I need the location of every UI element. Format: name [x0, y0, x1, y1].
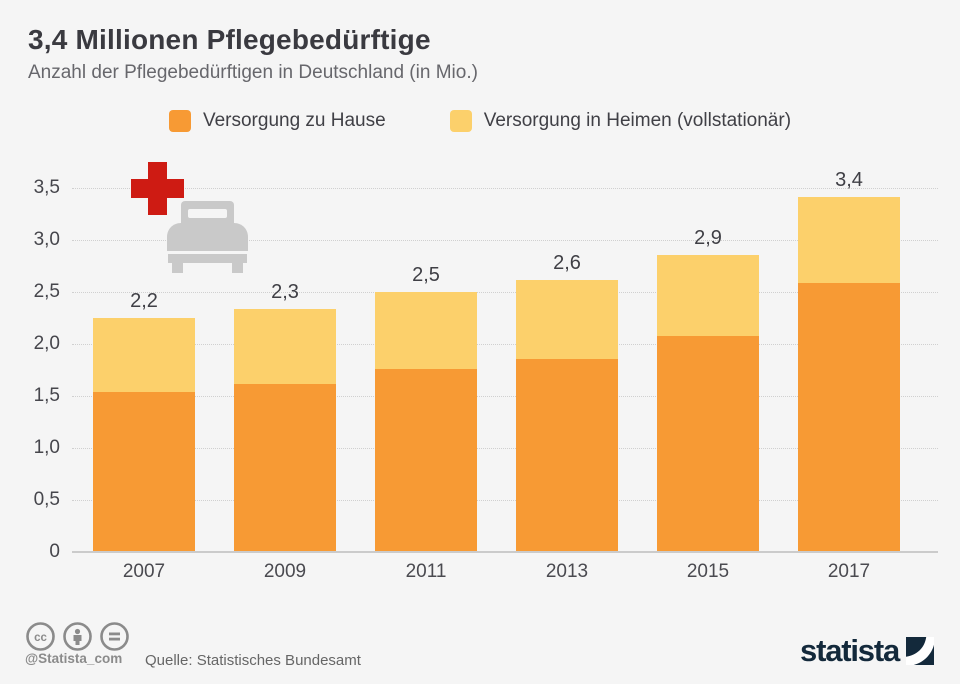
cc-license-icons: cc [26, 622, 129, 651]
x-tick-label-2011: 2011 [405, 561, 447, 582]
y-tick-label-0,5: 0,5 [33, 489, 60, 510]
red-cross-icon [131, 162, 184, 215]
y-tick-label-2,0: 2,0 [33, 333, 60, 354]
x-tick-label-2013: 2013 [545, 561, 589, 582]
statista-logo-text: statista [800, 633, 900, 668]
statista-handle: @Statista_com [25, 651, 123, 666]
legend-item-0: Versorgung zu Hause [168, 110, 386, 132]
bar-2017-home-segment [798, 282, 900, 552]
x-axis-line [72, 551, 938, 553]
x-tick-label-2007: 2007 [122, 561, 166, 582]
y-tick-label-2,5: 2,5 [33, 281, 60, 302]
page-title: 3,4 Millionen Pflegebedürftige [28, 24, 431, 55]
total-label-2007: 2,2 [130, 290, 158, 312]
gridline-3,5 [72, 188, 938, 189]
bar-2017-heim-segment [798, 197, 900, 283]
gridline-1,5 [72, 396, 938, 397]
y-tick-label-3,0: 3,0 [33, 229, 60, 250]
red-cross-horizontal-bar [131, 179, 184, 198]
bed-icon [167, 201, 248, 273]
svg-text:cc: cc [34, 632, 47, 644]
cc-icon: cc [26, 622, 55, 651]
legend-swatch-1 [449, 110, 472, 132]
bar-2011-home-segment [375, 368, 477, 552]
bar-2015-home-segment [657, 335, 759, 552]
total-label-2015: 2,9 [694, 226, 722, 249]
gridline-1,0 [72, 448, 938, 449]
bar-2011-heim-segment [375, 292, 477, 369]
cc-nd-icon [100, 622, 129, 651]
legend-swatch-0 [168, 110, 191, 132]
x-tick-label-2017: 2017 [827, 561, 871, 582]
total-label-2011: 2,5 [412, 264, 440, 286]
cc-attribution-icon [63, 622, 92, 651]
total-label-2013: 2,6 [553, 251, 581, 274]
bar-2009-home-segment [234, 383, 336, 552]
bar-2007-heim-segment [93, 318, 195, 392]
statista-logo-mark [906, 637, 934, 665]
legend-label-0: Versorgung zu Hause [202, 110, 386, 131]
y-tick-label-1,5: 1,5 [33, 385, 60, 406]
chart-legend: Versorgung zu Hause Versorgung in Heimen … [0, 110, 960, 132]
gridline-3,0 [72, 240, 938, 241]
bar-2013-heim-segment [516, 279, 618, 359]
x-tick-label-2015: 2015 [686, 561, 730, 582]
source-text: Quelle: Statistisches Bundesamt [145, 652, 361, 669]
bar-2007-home-segment [93, 391, 195, 552]
total-label-2009: 2,3 [271, 280, 299, 303]
y-tick-label-3,5: 3,5 [33, 177, 60, 198]
page-subtitle: Anzahl der Pflegebedürftigen in Deutschl… [28, 62, 478, 83]
total-label-2017: 3,4 [835, 169, 863, 192]
bar-2013-home-segment [516, 358, 618, 552]
y-tick-label-1,0: 1,0 [33, 437, 60, 458]
gridline-2,0 [72, 344, 938, 345]
y-tick-label-0: 0 [49, 541, 60, 562]
legend-label-1: Versorgung in Heimen (vollstationär) [483, 110, 792, 131]
gridline-0,5 [72, 500, 938, 501]
bar-2009-heim-segment [234, 308, 336, 384]
legend-item-1: Versorgung in Heimen (vollstationär) [449, 110, 792, 132]
gridline-2,5 [72, 292, 938, 293]
statista-logo: statista [800, 633, 934, 669]
x-tick-label-2009: 2009 [263, 561, 307, 582]
bar-2015-heim-segment [657, 254, 759, 336]
